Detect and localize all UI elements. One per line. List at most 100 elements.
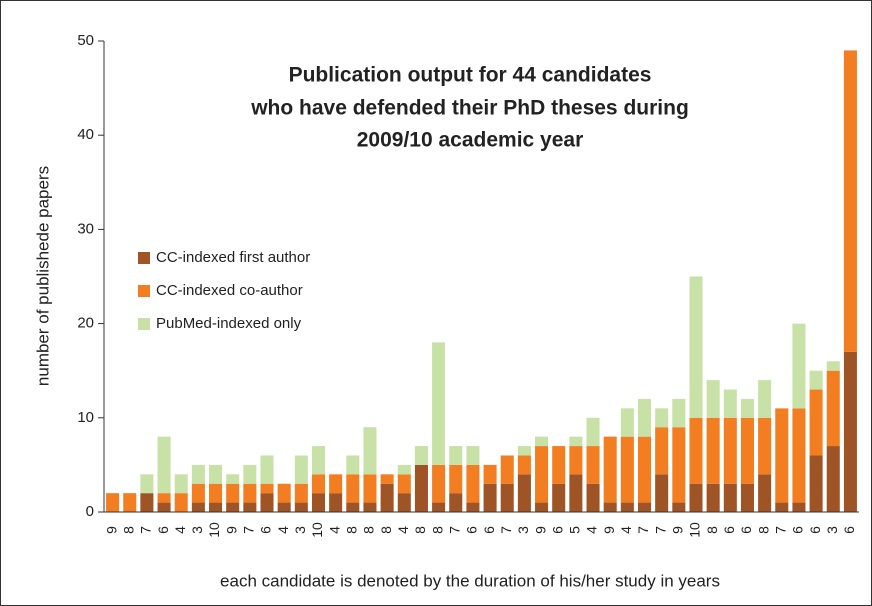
bar-segment xyxy=(209,464,223,484)
bar-segment xyxy=(260,493,274,512)
x-tick-label: 8 xyxy=(344,526,360,534)
bar-segment xyxy=(586,446,600,484)
x-axis-label: each candidate is denoted by the duratio… xyxy=(220,571,720,590)
bar-segment xyxy=(637,502,652,512)
legend-swatch xyxy=(138,318,150,330)
x-tick-label: 6 xyxy=(790,526,806,534)
bar-segment xyxy=(209,502,223,512)
bar-segment xyxy=(517,446,531,456)
bar-segment xyxy=(174,474,188,494)
bar-segment xyxy=(123,493,137,512)
bar-segment xyxy=(826,361,840,371)
bar-segment xyxy=(775,502,789,512)
bar-segment xyxy=(191,502,205,512)
bar-segment xyxy=(689,276,703,418)
bar-segment xyxy=(157,436,171,494)
bar-segment xyxy=(432,502,446,512)
x-tick-label: 6 xyxy=(738,526,754,534)
x-tick-label: 10 xyxy=(206,522,222,538)
x-tick-label: 6 xyxy=(155,526,171,534)
x-tick-label: 3 xyxy=(824,526,840,534)
bar-segment xyxy=(586,483,600,512)
bar-segment xyxy=(655,427,669,475)
x-tick-label: 9 xyxy=(670,526,686,534)
y-axis-label: number of publishede papers xyxy=(33,166,52,386)
bar-segment xyxy=(500,483,514,512)
x-tick-label: 6 xyxy=(841,526,857,534)
x-tick-label: 4 xyxy=(395,526,411,534)
bar-segment xyxy=(243,464,257,484)
bar-segment xyxy=(740,483,754,512)
bar-segment xyxy=(775,408,789,503)
bar-segment xyxy=(174,493,188,512)
x-tick-label: 8 xyxy=(378,526,394,534)
bar-segment xyxy=(792,408,806,503)
bar-segment xyxy=(157,493,171,503)
bar-segment xyxy=(209,483,223,503)
bar-segment xyxy=(483,483,497,512)
x-tick-label: 7 xyxy=(635,526,651,534)
bar-segment xyxy=(758,474,772,512)
bar-segment xyxy=(397,474,411,494)
x-tick-label: 9 xyxy=(532,526,548,534)
bar-segment xyxy=(363,427,377,475)
bar-segment xyxy=(311,474,326,494)
bar-segment xyxy=(535,436,549,447)
x-tick-label: 10 xyxy=(309,522,325,538)
x-tick-label: 9 xyxy=(601,526,617,534)
bar-segment xyxy=(294,455,308,484)
bar-segment xyxy=(294,502,308,512)
x-tick-label: 4 xyxy=(275,526,291,534)
bar-segment xyxy=(792,323,806,409)
bar-segment xyxy=(311,446,326,475)
bar-segment xyxy=(672,502,686,512)
bar-segment xyxy=(294,483,308,503)
bar-segment xyxy=(517,474,531,512)
bar-segment xyxy=(843,50,857,352)
bar-segment xyxy=(672,398,686,428)
bar-segment xyxy=(723,389,737,418)
x-tick-label: 3 xyxy=(515,526,531,534)
bar-segment xyxy=(329,474,343,494)
x-tick-label: 8 xyxy=(120,526,136,534)
bar-segment xyxy=(740,417,754,484)
bar-segment xyxy=(363,502,377,512)
bar-segment xyxy=(260,483,274,494)
bar-segment xyxy=(843,351,857,512)
bar-segment xyxy=(226,502,240,512)
x-tick-label: 6 xyxy=(721,526,737,534)
bar-segment xyxy=(414,464,428,512)
y-tick-label: 10 xyxy=(77,409,94,426)
x-tick-label: 9 xyxy=(223,526,239,534)
x-tick-label: 6 xyxy=(464,526,480,534)
x-tick-label: 10 xyxy=(687,522,703,538)
bar-segment xyxy=(191,483,205,503)
bar-segment xyxy=(792,502,806,512)
bar-segment xyxy=(157,502,171,512)
bar-segment xyxy=(311,493,326,512)
y-tick-label: 20 xyxy=(77,315,94,332)
bar-segment xyxy=(672,427,686,503)
bar-segment xyxy=(809,455,823,512)
bar-segment xyxy=(689,417,703,484)
bar-segment xyxy=(277,502,291,512)
legend-swatch xyxy=(138,252,150,264)
bar-segment xyxy=(809,389,823,456)
x-tick-label: 8 xyxy=(755,526,771,534)
bar-segment xyxy=(226,474,240,484)
bar-segment xyxy=(758,417,772,475)
x-tick-label: 4 xyxy=(618,526,634,534)
x-tick-label: 9 xyxy=(103,526,119,534)
bar-segment xyxy=(380,483,394,512)
bar-segment xyxy=(243,502,257,512)
bar-segment xyxy=(809,370,823,390)
bar-segment xyxy=(569,474,583,512)
x-tick-label: 8 xyxy=(429,526,445,534)
bar-segment xyxy=(346,455,360,475)
bar-segment xyxy=(655,408,669,428)
bar-segment xyxy=(346,474,360,503)
bar-segment xyxy=(226,483,240,503)
bar-segment xyxy=(569,436,583,447)
chart-title: 2009/10 academic year xyxy=(357,129,584,152)
